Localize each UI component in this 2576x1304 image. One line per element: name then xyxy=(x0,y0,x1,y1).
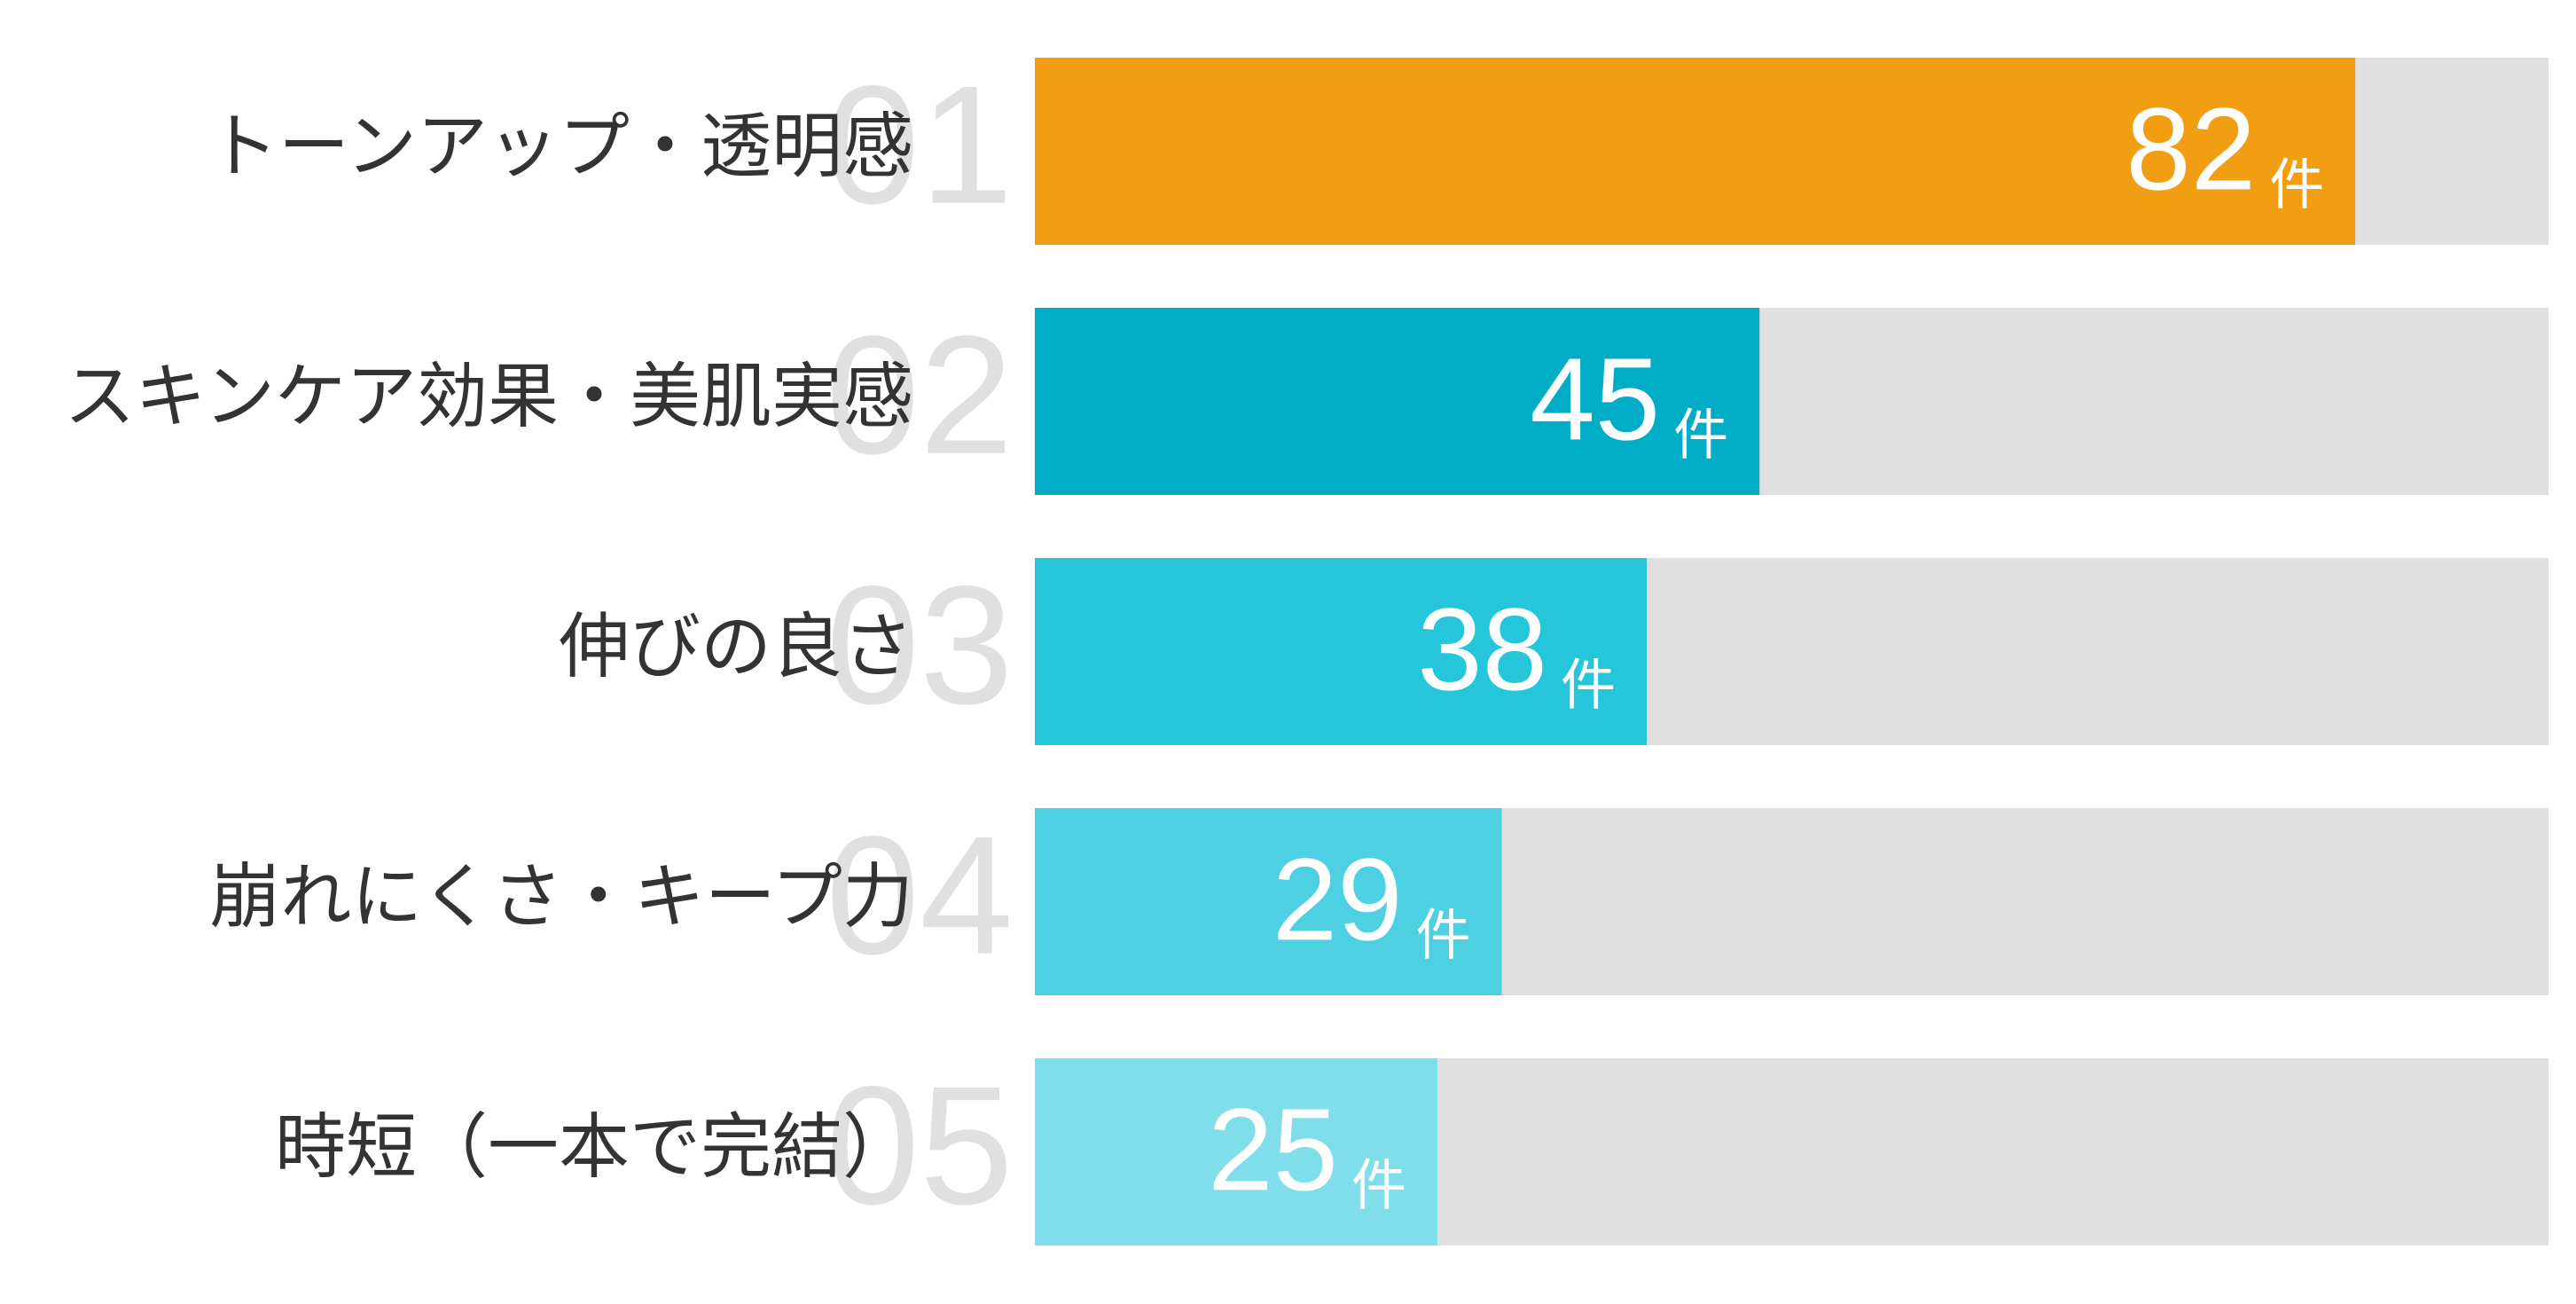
rank-number: 03 xyxy=(826,552,1013,740)
value-label: 45 xyxy=(1530,334,1660,464)
value-unit: 件 xyxy=(1351,1153,1406,1218)
bar xyxy=(1035,308,1760,495)
bar xyxy=(1035,1058,1437,1245)
bar xyxy=(1035,808,1502,995)
value-unit: 件 xyxy=(2269,153,2324,217)
value-unit: 件 xyxy=(1673,403,1728,467)
value-label: 38 xyxy=(1417,584,1547,714)
rank-number: 04 xyxy=(826,802,1013,990)
value-label: 82 xyxy=(2126,83,2256,214)
rank-number: 02 xyxy=(826,302,1013,490)
value-label: 29 xyxy=(1272,834,1403,964)
category-label: 時短（一本で完結） xyxy=(275,1105,913,1188)
value-label: 25 xyxy=(1208,1084,1338,1214)
category-label: トーンアップ・透明感 xyxy=(207,105,913,187)
value-unit: 件 xyxy=(1416,903,1471,968)
rank-number: 05 xyxy=(826,1052,1013,1240)
value-unit: 件 xyxy=(1561,653,1616,718)
category-label: 伸びの良さ xyxy=(559,605,913,687)
bar xyxy=(1035,58,2356,245)
category-label: スキンケア効果・美肌実感 xyxy=(64,355,913,437)
bar xyxy=(1035,558,1648,745)
rank-number: 01 xyxy=(826,51,1013,240)
category-label: 崩れにくさ・キープ力 xyxy=(209,855,913,938)
